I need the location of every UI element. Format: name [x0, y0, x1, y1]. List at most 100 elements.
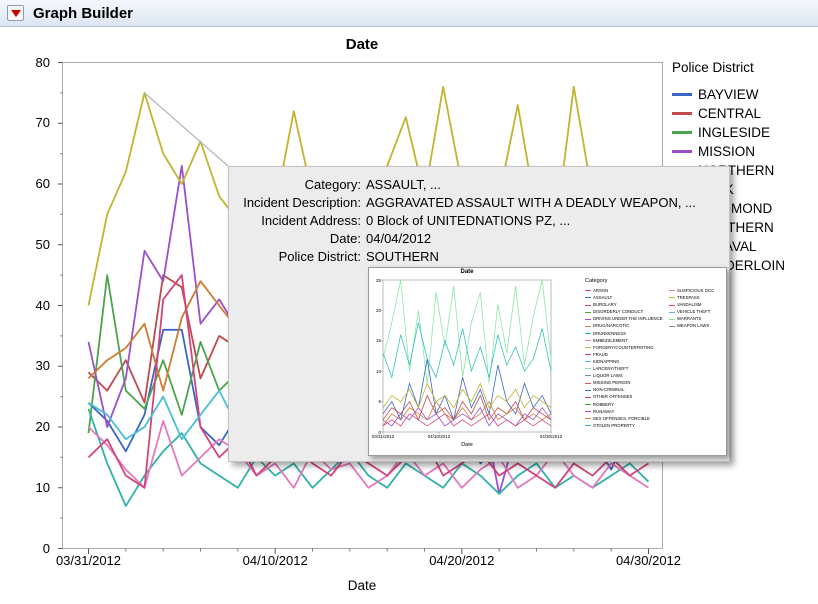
- tooltip-field-label: Police District:: [278, 248, 361, 264]
- thumbnail-series-line: [382, 400, 552, 427]
- thumbnail-category-label: VEHICLE THEFT: [677, 309, 711, 315]
- thumbnail-category-item: RUNAWAY: [585, 408, 669, 415]
- thumbnail-category-label: STOLEN PROPERTY: [593, 422, 635, 428]
- thumbnail-category-swatch: [585, 297, 591, 299]
- thumbnail-category-swatch: [585, 389, 591, 391]
- thumbnail-category-label: SUSPICIOUS OCC: [677, 288, 715, 293]
- thumbnail-category-label: ROBBERY: [593, 401, 614, 407]
- thumbnail-category-label: ARSON: [593, 288, 609, 293]
- thumbnail-axis-labels: 0 5 10 15 20 25 03/31/2012 04/10/2012 04/30/2012: [369, 268, 726, 455]
- x-axis-title: Date: [347, 578, 377, 593]
- thumbnail-y-tick-label: 5: [378, 399, 381, 405]
- thumbnail-category-item: KIDNAPPING: [585, 358, 669, 365]
- thumbnail-category-swatch: [669, 325, 675, 327]
- thumbnail-category-label: LIQUOR LAWS: [593, 373, 623, 379]
- thumbnail-category-item: DRIVING UNDER THE INFLUENCE: [585, 315, 669, 322]
- legend-label: MISSION: [698, 143, 756, 159]
- legend-title: Police District: [672, 60, 754, 75]
- series-line-taraval[interactable]: [87, 274, 649, 489]
- thumbnail-category-swatch: [585, 382, 591, 384]
- thumbnail-category-item: LARCENY/THEFT: [585, 365, 669, 372]
- thumbnail-category-swatch: [585, 325, 591, 327]
- thumbnail-series-line: [382, 382, 552, 409]
- thumbnail-category-item: NON-CRIMINAL: [585, 386, 669, 393]
- tooltip-row: Police District: SOUTHERN: [233, 247, 696, 265]
- x-tick-label: 04/10/2012: [242, 553, 308, 568]
- report-titlebar: Graph Builder: [0, 0, 818, 27]
- thumbnail-category-swatch: [585, 425, 591, 427]
- legend-swatch: [672, 130, 692, 134]
- thumbnail-category-swatch: [585, 368, 591, 370]
- legend-item-ingleside[interactable]: INGLESIDE: [672, 124, 816, 140]
- y-tick-label: 40: [35, 297, 50, 313]
- red-triangle-menu-button[interactable]: [7, 5, 24, 21]
- thumbnail-category-item: DRUG/NARCOTIC: [585, 322, 669, 329]
- thumbnail-series-line: [382, 413, 552, 427]
- legend-item-mission[interactable]: MISSION: [672, 143, 816, 159]
- tooltip-callout-line: [144, 92, 229, 167]
- tooltip-field-value: SOUTHERN: [366, 248, 439, 264]
- thumbnail-category-item: DISORDERLY CONDUCT: [585, 308, 669, 315]
- thumbnail-category-swatch: [669, 297, 675, 299]
- thumbnail-category-swatch: [585, 418, 591, 420]
- x-tick-label: 04/20/2012: [429, 553, 495, 568]
- thumbnail-legend-col2: SUSPICIOUS OCC TRESPASS VANDALISM VEHICLE T…: [669, 287, 753, 330]
- thumbnail-category-swatch: [585, 318, 591, 320]
- thumbnail-category-item: WARRANTS: [669, 315, 753, 322]
- thumbnail-x-tick-label: 04/30/2012: [539, 434, 563, 439]
- thumbnail-y-tick-label: 10: [375, 368, 381, 374]
- legend-swatch: [672, 149, 692, 153]
- thumbnail-category-item: DRUNKENNESS: [585, 330, 669, 337]
- thumbnail-category-label: MISSING PERSON: [593, 380, 631, 386]
- thumbnail-category-swatch: [669, 318, 675, 320]
- legend-item-central[interactable]: CENTRAL: [672, 105, 816, 121]
- thumbnail-legend-col1: ARSON ASSAULT BURGLARY DISORDERLY CONDUCT DR…: [585, 287, 669, 429]
- y-tick-label: 80: [35, 54, 50, 70]
- thumbnail-category-item: SEX OFFENSES, FORCIBLE: [585, 415, 669, 422]
- hover-tooltip: Category: ASSAULT, ... Incident Descriptio…: [228, 166, 730, 462]
- y-tick-label: 70: [35, 115, 50, 131]
- thumbnail-category-swatch: [585, 304, 591, 306]
- thumbnail-category-item: FRAUD: [585, 351, 669, 358]
- thumbnail-category-label: BURGLARY: [593, 302, 617, 308]
- thumbnail-category-swatch: [585, 361, 591, 363]
- thumbnail-category-swatch: [585, 410, 591, 412]
- tooltip-row: Incident Address: 0 Block of UNITEDNATION…: [233, 211, 696, 229]
- tooltip-field-value: 0 Block of UNITEDNATIONS PZ, ...: [366, 212, 571, 228]
- y-tick-label: 10: [35, 479, 50, 495]
- thumbnail-category-item: OTHER OFFENSES: [585, 393, 669, 400]
- thumbnail-plot: [381, 279, 552, 434]
- thumbnail-category-swatch: [585, 332, 591, 334]
- thumbnail-y-tick-label: 20: [375, 307, 381, 313]
- thumbnail-category-label: EMBEZZLEMENT: [593, 337, 628, 343]
- thumbnail-category-label: OTHER OFFENSES: [593, 394, 633, 400]
- thumbnail-category-label: SEX OFFENSES, FORCIBLE: [593, 415, 650, 421]
- thumbnail-category-item: TRESPASS: [669, 294, 753, 301]
- y-tick-label: 60: [35, 176, 50, 191]
- legend-label: BAYVIEW: [698, 86, 759, 102]
- chart-title: Date: [345, 36, 379, 53]
- thumbnail-category-label: KIDNAPPING: [593, 358, 620, 364]
- y-tick-label: 50: [35, 236, 50, 252]
- report-title: Graph Builder: [33, 4, 134, 22]
- tooltip-field-value: ASSAULT, ...: [366, 176, 441, 192]
- thumbnail-series-line: [382, 322, 552, 379]
- thumbnail-category-swatch: [585, 375, 591, 377]
- thumbnail-category-item: STOLEN PROPERTY: [585, 422, 669, 429]
- tooltip-field-value: 04/04/2012: [366, 230, 432, 246]
- thumbnail-category-item: WEAPON LAWS: [669, 322, 753, 329]
- x-tick-label: 04/30/2012: [615, 553, 682, 568]
- tooltip-row: Category: ASSAULT, ...: [233, 175, 696, 193]
- y-tick-label: 0: [42, 540, 50, 556]
- thumbnail-series-line: [382, 358, 552, 422]
- thumbnail-category-item: BURGLARY: [585, 301, 669, 308]
- thumbnail-category-label: TRESPASS: [677, 295, 700, 301]
- tooltip-field-label: Date:: [329, 230, 361, 246]
- thumbnail-category-label: WARRANTS: [677, 316, 702, 322]
- thumbnail-category-item: LIQUOR LAWS: [585, 372, 669, 379]
- tooltip-field-value: AGGRAVATED ASSAULT WITH A DEADLY WEAPON,…: [366, 194, 696, 210]
- thumbnail-legend-title: Category: [585, 278, 608, 284]
- thumbnail-x-tick-label: 04/10/2012: [427, 434, 451, 439]
- thumbnail-category-item: ROBBERY: [585, 401, 669, 408]
- legend-item-bayview[interactable]: BAYVIEW: [672, 86, 816, 102]
